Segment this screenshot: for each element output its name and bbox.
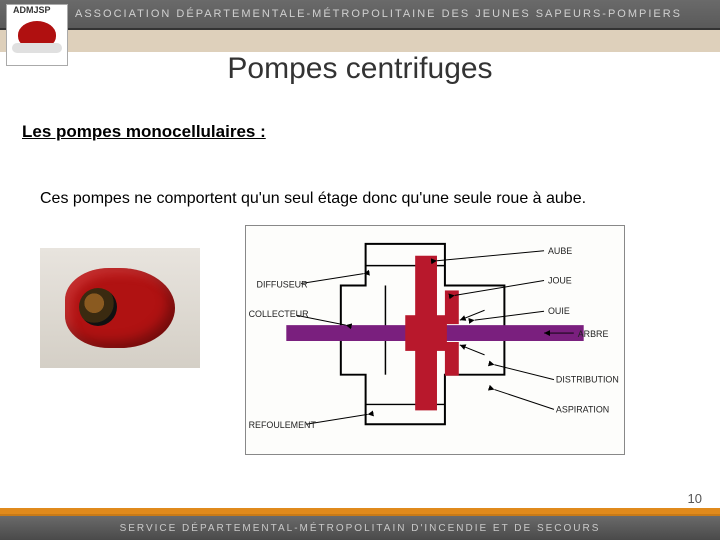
slide: ASSOCIATION DÉPARTEMENTALE-MÉTROPOLITAIN… <box>0 0 720 540</box>
page-number: 10 <box>688 491 702 506</box>
subtitle: Les pompes monocellulaires : <box>22 122 266 142</box>
header-photo-strip <box>0 30 720 52</box>
footer-service-text: SERVICE DÉPARTEMENTAL-MÉTROPOLITAIN D'IN… <box>120 523 601 534</box>
pump-diagram: AUBE JOUE OUIE ARBRE DISTRIBUTION ASPIRA… <box>245 225 625 455</box>
impeller-bottom <box>415 341 437 410</box>
logo-label: ADMJSP <box>13 5 51 15</box>
label-diffuseur: DIFFUSEUR <box>257 279 309 289</box>
diagram-svg: AUBE JOUE OUIE ARBRE DISTRIBUTION ASPIRA… <box>246 226 624 454</box>
label-collecteur: COLLECTEUR <box>249 309 309 319</box>
helmet-icon <box>18 21 56 49</box>
body-text: Ces pompes ne comportent qu'un seul étag… <box>40 190 680 208</box>
label-refoulement: REFOULEMENT <box>249 420 317 430</box>
label-ouie: OUIE <box>548 306 570 316</box>
footer-bar: SERVICE DÉPARTEMENTAL-MÉTROPOLITAIN D'IN… <box>0 514 720 540</box>
logo: ADMJSP <box>6 4 68 66</box>
page-title: Pompes centrifuges <box>0 52 720 86</box>
label-arbre: ARBRE <box>578 329 609 339</box>
header-bar: ASSOCIATION DÉPARTEMENTALE-MÉTROPOLITAIN… <box>0 0 720 30</box>
header-org-text: ASSOCIATION DÉPARTEMENTALE-MÉTROPOLITAIN… <box>75 8 682 20</box>
pump-photo <box>40 248 200 368</box>
impeller-top <box>415 256 437 325</box>
impeller-hub <box>405 315 447 351</box>
label-aube: AUBE <box>548 246 572 256</box>
label-joue: JOUE <box>548 275 572 285</box>
pump-body-icon <box>65 268 175 348</box>
label-aspiration: ASPIRATION <box>556 404 609 414</box>
label-distribution: DISTRIBUTION <box>556 375 619 385</box>
